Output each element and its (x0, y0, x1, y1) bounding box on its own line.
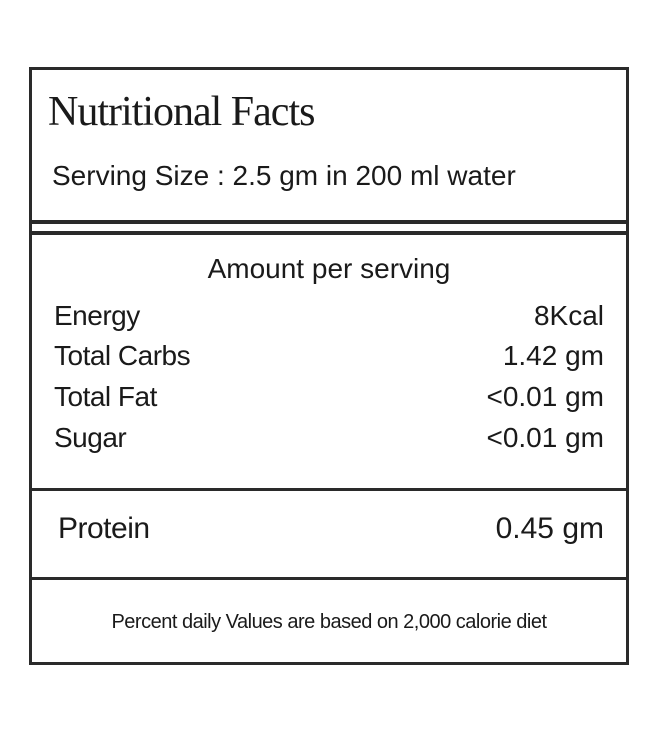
protein-value: 0.45 gm (495, 512, 604, 545)
divider (32, 220, 626, 224)
nutrient-value: <0.01 gm (486, 422, 604, 453)
nutrient-value: 1.42 gm (502, 340, 604, 371)
footer-note: Percent daily Values are based on 2,000 … (111, 611, 547, 633)
divider (32, 577, 626, 580)
protein-name: Protein (58, 512, 150, 545)
divider (32, 231, 626, 235)
divider (32, 488, 626, 491)
title: Nutritional Facts (48, 89, 315, 135)
nutrient-value: 8Kcal (533, 300, 604, 331)
nutrient-name: Total Carbs (54, 340, 191, 371)
section-heading: Amount per serving (207, 253, 451, 284)
nutrient-name: Sugar (54, 422, 127, 453)
nutrient-name: Total Fat (54, 381, 157, 412)
nutrient-name: Energy (54, 300, 140, 331)
serving-size: Serving Size : 2.5 gm in 200 ml water (52, 160, 516, 191)
label-box (29, 67, 629, 665)
nutrient-value: <0.01 gm (486, 381, 604, 412)
